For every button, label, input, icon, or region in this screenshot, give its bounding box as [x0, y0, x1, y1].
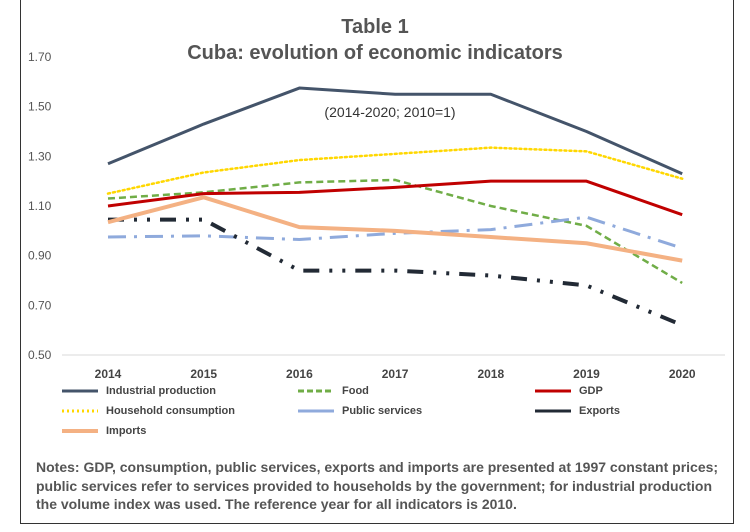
x-tick-label: 2015 — [190, 367, 217, 381]
chart-annotation: (2014-2020; 2010=1) — [324, 104, 456, 120]
series-line-industrial-production — [107, 86, 683, 176]
series-line-household-consumption — [106, 146, 684, 195]
legend-swatch — [298, 389, 334, 393]
y-tick-label: 1.50 — [28, 100, 52, 114]
y-tick-label: 0.70 — [28, 298, 52, 312]
legend-label: Imports — [106, 425, 147, 437]
legend-item: Exports — [535, 405, 620, 417]
legend-label: Industrial production — [106, 385, 216, 397]
chart-frame — [20, 0, 734, 524]
legend-label: Food — [342, 385, 369, 397]
x-tick-label: 2016 — [286, 367, 313, 381]
legend-swatch — [535, 409, 571, 413]
series-line-food — [107, 178, 683, 285]
legend-swatch — [298, 409, 334, 413]
legend-swatch — [62, 409, 98, 413]
x-tick-label: 2018 — [477, 367, 504, 381]
y-tick-label: 0.90 — [28, 249, 52, 263]
legend-item: Household consumption — [62, 405, 235, 417]
series-line-exports — [108, 217, 683, 328]
y-tick-label: 1.70 — [28, 50, 52, 64]
y-tick-label: 0.50 — [28, 348, 52, 362]
legend-swatch — [62, 429, 98, 433]
legend-item: GDP — [535, 385, 603, 397]
x-tick-label: 2014 — [95, 367, 122, 381]
legend-item: Public services — [298, 405, 422, 417]
y-tick-label: 1.30 — [28, 149, 52, 163]
series-line-gdp — [107, 179, 683, 217]
legend-item: Industrial production — [62, 385, 216, 397]
chart-title: Table 1 — [341, 16, 409, 38]
legend-label: GDP — [579, 385, 603, 397]
legend-item: Food — [298, 385, 369, 397]
legend-swatch — [535, 389, 571, 393]
series-line-imports — [107, 195, 683, 263]
legend-item: Imports — [62, 425, 146, 437]
x-tick-label: 2020 — [669, 367, 696, 381]
chart-notes: Notes: GDP, consumption, public services… — [36, 459, 719, 512]
y-tick-label: 1.10 — [28, 199, 52, 213]
legend-label: Public services — [342, 405, 423, 417]
series-line-public-services — [107, 215, 683, 250]
legend-label: Exports — [579, 405, 620, 417]
chart-subtitle: Cuba: evolution of economic indicators — [187, 42, 563, 64]
x-tick-label: 2017 — [382, 367, 409, 381]
legend-label: Household consumption — [106, 405, 235, 417]
legend-swatch — [62, 389, 98, 393]
x-tick-label: 2019 — [573, 367, 600, 381]
